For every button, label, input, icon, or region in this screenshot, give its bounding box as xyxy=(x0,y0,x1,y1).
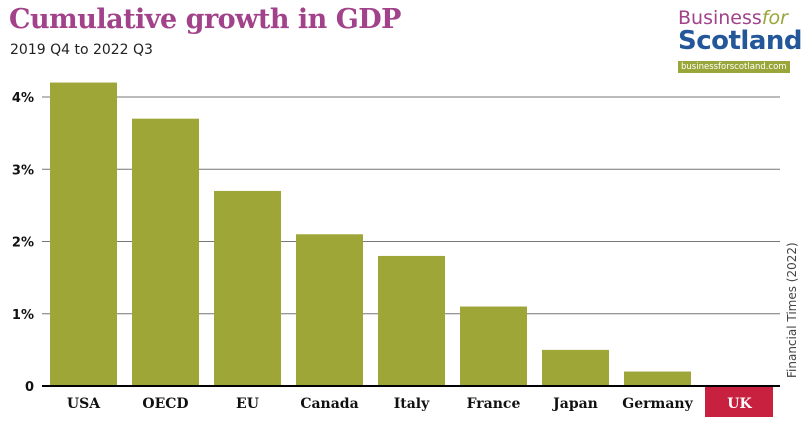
x-tick-label: Canada xyxy=(300,396,358,412)
y-tick-label: 3% xyxy=(12,163,34,178)
logo-text-business: Business xyxy=(678,7,762,29)
logo-url: businessforscotland.com xyxy=(678,61,790,73)
x-tick-label: Italy xyxy=(394,396,430,412)
bar-japan xyxy=(542,349,609,386)
business-for-scotland-logo: Businessfor Scotland businessforscotland… xyxy=(678,7,803,73)
bar-italy xyxy=(378,255,445,386)
x-tick-label: EU xyxy=(236,396,259,412)
y-tick-label: 4% xyxy=(12,91,34,106)
x-tick-label: USA xyxy=(67,396,101,412)
x-tick-label: OECD xyxy=(142,396,188,412)
highlight-label-box xyxy=(705,387,773,417)
y-tick-label: 0 xyxy=(25,380,34,395)
x-tick-label: France xyxy=(467,396,521,412)
x-tick-label: Germany xyxy=(622,396,693,412)
bar-eu xyxy=(214,190,281,386)
y-tick-label: 1% xyxy=(12,308,34,323)
bar-canada xyxy=(296,234,363,386)
logo-text-for: for xyxy=(761,7,788,29)
bar-usa xyxy=(50,82,117,387)
bar-france xyxy=(460,306,527,386)
logo-text-scotland: Scotland xyxy=(678,26,803,56)
bar-germany xyxy=(624,371,691,386)
x-tick-label: UK xyxy=(727,396,752,412)
chart-subtitle: 2019 Q4 to 2022 Q3 xyxy=(10,42,153,58)
y-tick-label: 2% xyxy=(12,236,34,251)
bar-oecd xyxy=(132,118,199,387)
chart-title: Cumulative growth in GDP xyxy=(9,4,402,35)
x-tick-label: Japan xyxy=(551,396,598,412)
